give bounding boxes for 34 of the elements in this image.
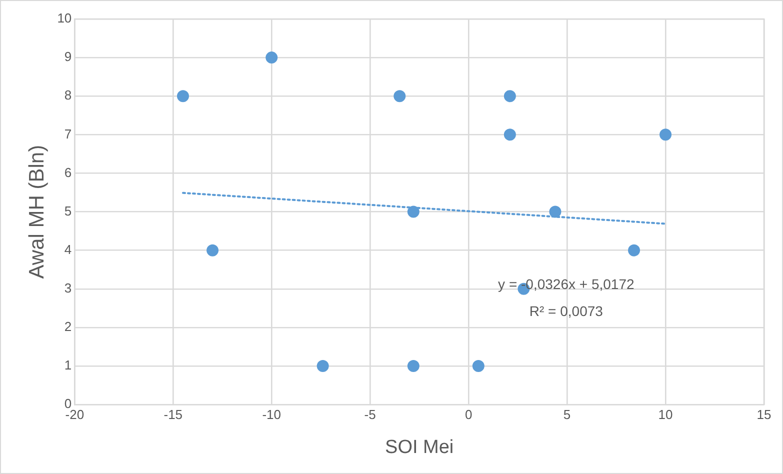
- x-tick-label: 10: [658, 406, 673, 422]
- point: [549, 206, 562, 218]
- x-axis-title: SOI Mei: [385, 436, 454, 458]
- x-tick-label: -15: [164, 406, 183, 422]
- point: [316, 360, 329, 372]
- annotation: y = -0,0326x + 5,0172: [498, 276, 634, 292]
- y-tick-label: 6: [64, 164, 72, 180]
- y-axis-title: Awal MH (Bln): [25, 144, 48, 279]
- x-tick-label: -10: [262, 406, 282, 422]
- y-tick-label: 7: [64, 126, 72, 142]
- x-tick-label: 5: [563, 406, 571, 422]
- point: [176, 90, 189, 102]
- point: [266, 52, 278, 64]
- point: [407, 360, 420, 372]
- y-tick-label: 8: [64, 88, 72, 103]
- annotation: R² = 0,0073: [529, 302, 604, 319]
- point: [628, 244, 640, 256]
- point: [394, 90, 406, 102]
- point: [660, 128, 672, 141]
- x-tick-label: 0: [464, 406, 472, 422]
- y-tick-label: 2: [64, 319, 72, 334]
- point: [472, 360, 484, 372]
- point: [504, 90, 516, 102]
- y-tick-label: 4: [64, 242, 72, 257]
- y-tick-label: 1: [64, 358, 72, 373]
- y-tick-label: 10: [57, 10, 72, 26]
- y-tick-label: 5: [64, 203, 72, 218]
- point: [407, 206, 420, 218]
- y-tick-label: 3: [64, 280, 72, 296]
- point: [504, 128, 516, 141]
- x-tick-label: -5: [364, 406, 376, 422]
- point: [206, 244, 219, 256]
- y-tick-label: 9: [64, 49, 72, 64]
- x-tick-label: 15: [756, 406, 772, 422]
